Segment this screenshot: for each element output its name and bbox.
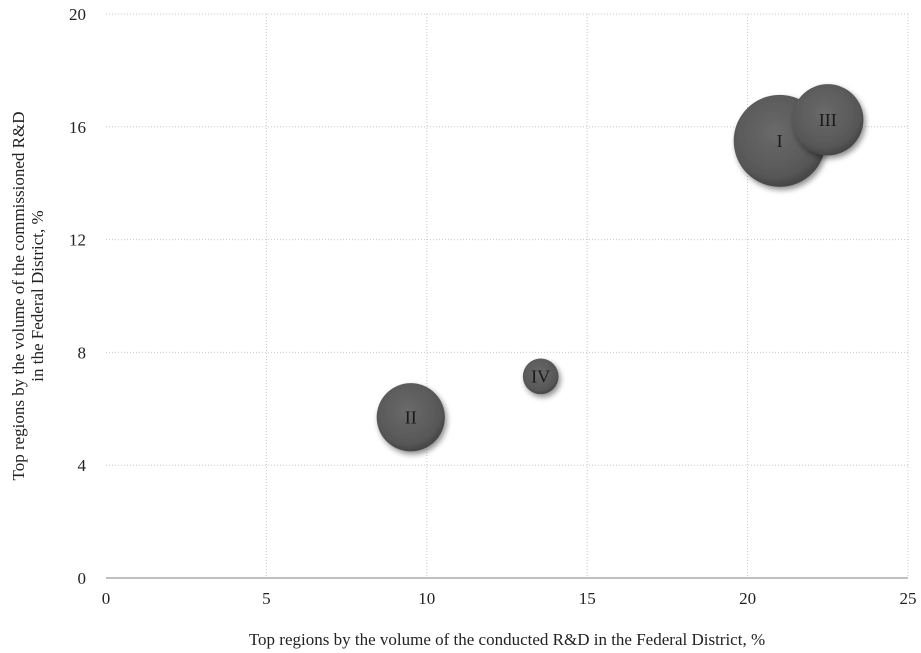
x-tick-label: 0 — [102, 589, 111, 608]
x-tick-label: 15 — [579, 589, 596, 608]
x-tick-label: 10 — [418, 589, 435, 608]
bubble-label: IV — [531, 366, 550, 386]
x-tick-label: 20 — [739, 589, 756, 608]
y-tick-labels: 0 4 8 12 16 20 — [69, 5, 87, 588]
bubble-label: II — [405, 407, 417, 427]
bubble-label: III — [819, 110, 837, 130]
y-tick-label: 16 — [69, 118, 86, 137]
x-tick-label: 25 — [900, 589, 917, 608]
gridlines — [106, 13, 909, 578]
y-tick-label: 20 — [69, 5, 86, 24]
y-tick-label: 4 — [78, 456, 87, 475]
bubble-label: I — [777, 131, 783, 151]
y-tick-label: 12 — [69, 231, 86, 250]
bubble-ii — [376, 383, 445, 452]
y-axis-title-text: Top regions by the volume of the commiss… — [9, 112, 47, 481]
y-axis-title: Top regions by the volume of the commiss… — [9, 112, 47, 481]
x-axis-title: Top regions by the volume of the conduct… — [249, 630, 765, 649]
bubble-iv — [522, 358, 559, 395]
y-tick-label: 8 — [78, 343, 87, 362]
x-tick-labels: 0 5 10 15 20 25 — [102, 589, 917, 608]
x-tick-label: 5 — [262, 589, 271, 608]
y-tick-label: 0 — [78, 569, 87, 588]
bubble-iii — [792, 84, 864, 156]
